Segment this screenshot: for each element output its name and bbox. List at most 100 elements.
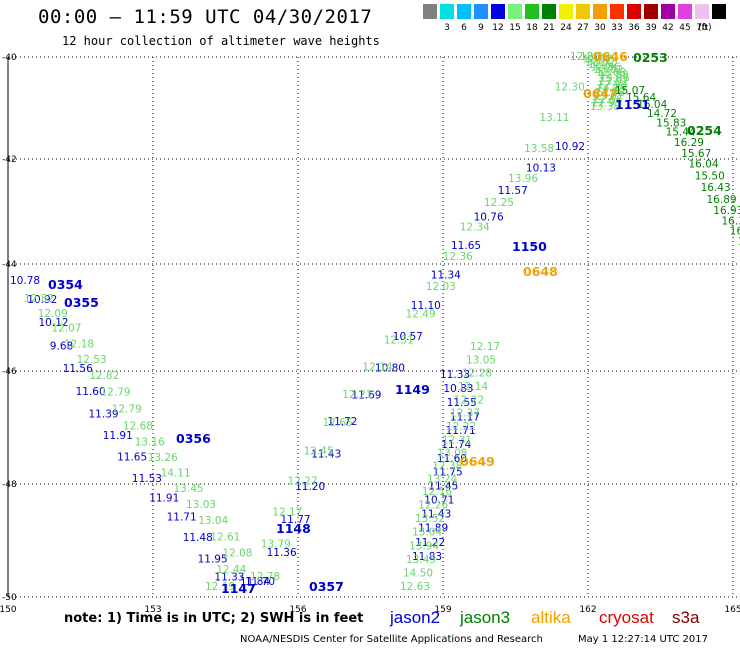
scale-swatch — [559, 4, 573, 19]
scale-swatch — [695, 4, 709, 19]
wave-height-value: 12.22 — [446, 421, 476, 433]
scale-label: 45 — [679, 23, 691, 33]
wave-height-value: 12.17 — [470, 341, 500, 353]
wave-height-value: 16.29 — [674, 137, 704, 149]
wave-height-value: 11.55 — [447, 397, 477, 409]
scale-label: 24 — [560, 23, 572, 33]
wave-height-value: 11.48 — [183, 532, 213, 544]
pass-time-label: 0648 — [523, 264, 558, 279]
wave-height-value: 11.20 — [295, 481, 325, 493]
pass-time-label: 0357 — [309, 579, 344, 594]
wave-height-value: 12.18 — [64, 339, 94, 351]
wave-height-value: 13.02 — [585, 56, 615, 68]
wave-height-value: 16.04 — [637, 99, 667, 111]
wave-height-value: 11.77 — [281, 514, 311, 526]
wave-height-value: 13.07 — [594, 90, 624, 102]
wave-height-value: 14.11 — [161, 468, 191, 480]
wave-height-value: 11.89 — [418, 523, 448, 535]
wave-height-value: 12.37 — [450, 408, 480, 420]
wave-height-value: 15.67 — [681, 148, 711, 160]
wave-height-value: 13.04 — [412, 527, 442, 539]
legend-item-jason2: jason2 — [390, 608, 441, 627]
legend-item-altika: altika — [531, 608, 571, 627]
wave-height-value: 12.93 — [591, 97, 621, 109]
wave-height-value: 11.36 — [267, 547, 297, 559]
pass-time-label: 1147 — [221, 581, 256, 596]
wave-height-value: 10.80 — [375, 363, 405, 375]
scale-swatch — [593, 4, 607, 19]
wave-height-value: 12.16 — [422, 486, 452, 498]
latitude-label: -46 — [2, 367, 17, 377]
wave-height-value: 11.72 — [327, 416, 357, 428]
wave-height-value: 11.10 — [411, 300, 441, 312]
wave-height-value: 12.26 — [418, 500, 448, 512]
scale-label: 70 — [696, 23, 708, 33]
legend-item-cryosat: cryosat — [599, 608, 654, 627]
wave-height-value: 13.02 — [593, 64, 623, 76]
wave-height-value: 13.45 — [174, 483, 204, 495]
wave-height-value: 11.56 — [63, 363, 93, 375]
pass-time-label: 1149 — [395, 382, 430, 397]
wave-height-value: 15.44 — [666, 127, 696, 139]
wave-height-value: 13.86 — [600, 73, 630, 85]
wave-height-value: 12.30 — [555, 82, 585, 94]
scale-label: 12 — [492, 23, 504, 33]
wave-height-value: 12.14 — [362, 361, 392, 373]
wave-height-value: 12.53 — [77, 354, 107, 366]
wave-height-value: 11.34 — [431, 270, 461, 282]
wave-height-value: 13.16 — [135, 437, 165, 449]
wave-height-value: 11.91 — [149, 492, 179, 504]
pass-time-label: 0354 — [48, 277, 83, 292]
wave-height-value: 11.60 — [76, 386, 106, 398]
wave-height-value: 11.53 — [132, 473, 162, 485]
wave-height-value: 12.38 — [432, 460, 462, 472]
wave-height-value: 11.71 — [446, 425, 476, 437]
latitude-label: -42 — [2, 155, 17, 165]
map-grid: -40 -42 -44 -46 -48 -50 150 153 156 159 162 165 — [0, 53, 740, 615]
wave-height-value: 12.78 — [250, 571, 280, 583]
wave-height-value: 12.67 — [583, 54, 613, 66]
wave-height-value: 13.03 — [186, 499, 216, 511]
wave-height-value: 9.68 — [50, 341, 73, 353]
scale-swatch — [644, 4, 658, 19]
wave-height-value: 11.75 — [433, 467, 463, 479]
longitude-label: 153 — [144, 605, 161, 615]
wave-height-value: 11.95 — [198, 553, 228, 565]
latitude-label: -44 — [2, 260, 17, 270]
wave-height-value: 12.14 — [458, 381, 488, 393]
scale-label: 15 — [509, 23, 521, 33]
wave-height-value: 12.82 — [89, 370, 119, 382]
wave-height-value: 12.28 — [462, 368, 492, 380]
wave-height-value: 12.98 — [597, 80, 627, 92]
scale-swatch — [610, 4, 624, 19]
wave-height-value: 10.13 — [526, 162, 556, 174]
wave-height-value: 16.35 — [722, 215, 740, 227]
scale-swatch — [491, 4, 505, 19]
longitude-label: 159 — [434, 605, 451, 615]
wave-height-value: 12.65 — [323, 417, 353, 429]
scale-label: 9 — [478, 23, 484, 33]
wave-height-value: 12.66 — [592, 94, 622, 106]
wave-height-value: 11.45 — [428, 480, 458, 492]
wave-height-value: 10.78 — [10, 275, 40, 287]
wave-height-value: 11.57 — [498, 185, 528, 197]
wave-height-value: 11.39 — [89, 408, 119, 420]
wave-height-value: 14.72 — [647, 108, 677, 120]
pass-time-label: 1150 — [512, 239, 547, 254]
wave-height-value: 12.68 — [123, 420, 153, 432]
wave-height-value: 11.33 — [440, 369, 470, 381]
wave-height-value: 14.08 — [595, 87, 625, 99]
legend-item-jason3: jason3 — [460, 608, 511, 627]
wave-height-value: 10.92 — [555, 141, 585, 153]
pass-time-label: 1151 — [615, 97, 650, 112]
wave-height-value: 12.22 — [454, 394, 484, 406]
pass-time-labels: 0354 0355 0356 1147 0357 1148 1149 1150 1151 0253… — [48, 49, 722, 596]
wave-height-value: 13.79 — [261, 539, 291, 551]
wave-height-value: 11.33 — [214, 572, 244, 584]
wave-height-value: 10.76 — [474, 212, 504, 224]
wave-height-value: 16.10 — [730, 226, 740, 238]
satellite-tracks: 10.7810.9210.129.6811.5611.6011.3911.911… — [10, 51, 740, 593]
wave-height-value: 10.57 — [393, 331, 423, 343]
scale-label: 3 — [444, 23, 450, 33]
longitude-label: 156 — [289, 605, 306, 615]
